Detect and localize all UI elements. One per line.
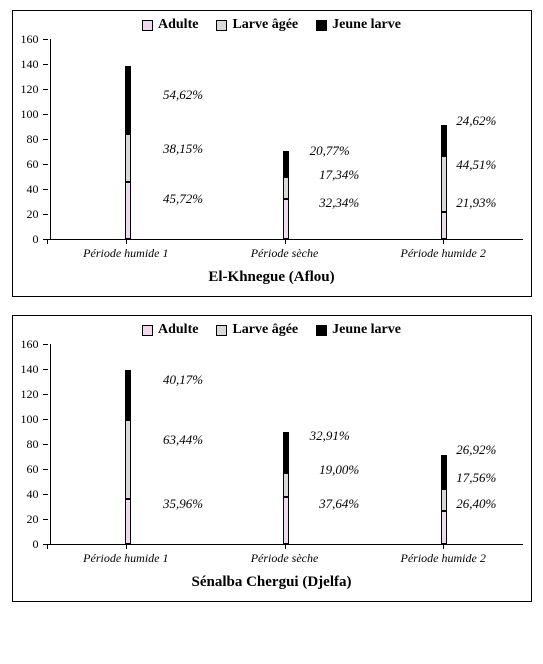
bar-seg-jeune <box>283 432 289 473</box>
plot-area: 54,62%38,15%45,72%20,77%17,34%32,34%24,6… <box>50 39 523 239</box>
bar-seg-jeune <box>441 455 447 489</box>
stacks <box>50 39 523 239</box>
y-tick-mark <box>43 419 48 420</box>
x-axis: Période humide 1Période sèchePériode hum… <box>47 544 523 566</box>
plot-wrap: 16014012010080604020054,62%38,15%45,72%2… <box>13 37 531 239</box>
y-tick-mark <box>43 164 48 165</box>
y-tick-mark <box>43 344 48 345</box>
legend-label: Jeune larve <box>332 322 401 338</box>
legend-item: Jeune larve <box>316 17 401 33</box>
legend-swatch <box>216 20 227 31</box>
bar-seg-larve <box>441 156 447 212</box>
stacked-bar <box>283 151 289 239</box>
x-tick-label: Période sèche <box>205 240 364 261</box>
stacked-bar <box>125 66 131 239</box>
bar-seg-adulte <box>441 511 447 544</box>
plot-wrap: 16014012010080604020040,17%63,44%35,96%3… <box>13 342 531 544</box>
stack-column <box>365 125 523 239</box>
bar-seg-jeune <box>125 66 131 134</box>
bar-seg-larve <box>441 489 447 511</box>
y-axis: 160140120100806040200 <box>21 344 50 544</box>
stacked-bar <box>125 370 131 544</box>
legend-swatch <box>142 20 153 31</box>
stacks <box>50 344 523 544</box>
y-tick-mark <box>43 139 48 140</box>
legend-label: Adulte <box>158 322 198 338</box>
y-tick-mark <box>43 214 48 215</box>
chart-title: Sénalba Chergui (Djelfa) <box>13 566 531 601</box>
stack-column <box>207 151 365 239</box>
legend: Adulte Larve âgée Jeune larve <box>13 11 531 37</box>
bar-seg-adulte <box>125 182 131 239</box>
y-tick-mark <box>43 39 48 40</box>
legend-label: Adulte <box>158 17 198 33</box>
bar-seg-adulte <box>125 499 131 544</box>
stack-column <box>50 66 208 239</box>
stacked-bar <box>283 432 289 544</box>
x-tick-label: Période humide 2 <box>364 240 523 261</box>
legend-label: Larve âgée <box>232 17 298 33</box>
bar-seg-larve <box>283 177 289 199</box>
x-tick-label: Période humide 2 <box>364 545 523 566</box>
y-tick-mark <box>43 369 48 370</box>
y-tick-mark <box>43 519 48 520</box>
x-tick-label: Période humide 1 <box>47 240 206 261</box>
chart-title: El-Khnegue (Aflou) <box>13 261 531 296</box>
legend: Adulte Larve âgée Jeune larve <box>13 316 531 342</box>
legend-swatch <box>216 325 227 336</box>
stack-column <box>50 370 208 544</box>
legend-item: Adulte <box>142 17 198 33</box>
bar-seg-jeune <box>125 370 131 420</box>
plot-area: 40,17%63,44%35,96%32,91%19,00%37,64%26,9… <box>50 344 523 544</box>
bar-seg-larve <box>125 420 131 499</box>
y-tick-mark <box>43 114 48 115</box>
y-tick-mark <box>43 469 48 470</box>
bar-seg-jeune <box>283 151 289 177</box>
y-tick-mark <box>43 89 48 90</box>
stack-column <box>207 432 365 544</box>
stacked-bar <box>441 455 447 544</box>
bar-seg-adulte <box>283 497 289 544</box>
legend-item: Jeune larve <box>316 322 401 338</box>
legend-label: Larve âgée <box>232 322 298 338</box>
bar-seg-adulte <box>441 212 447 239</box>
y-tick-mark <box>43 394 48 395</box>
legend-swatch <box>142 325 153 336</box>
stack-column <box>365 455 523 544</box>
bar-seg-larve <box>283 473 289 497</box>
stacked-bar <box>441 125 447 239</box>
y-axis: 160140120100806040200 <box>21 39 50 239</box>
y-tick-mark <box>43 64 48 65</box>
y-tick-mark <box>43 444 48 445</box>
legend-item: Larve âgée <box>216 17 298 33</box>
x-tick-label: Période humide 1 <box>47 545 206 566</box>
bar-seg-adulte <box>283 199 289 239</box>
x-tick-label: Période sèche <box>205 545 364 566</box>
bar-seg-larve <box>125 134 131 182</box>
legend-swatch <box>316 325 327 336</box>
y-tick-mark <box>43 189 48 190</box>
x-axis: Période humide 1Période sèchePériode hum… <box>47 239 523 261</box>
chart-box: Adulte Larve âgée Jeune larve 1601401201008… <box>12 10 532 297</box>
legend-swatch <box>316 20 327 31</box>
legend-label: Jeune larve <box>332 17 401 33</box>
legend-item: Adulte <box>142 322 198 338</box>
legend-item: Larve âgée <box>216 322 298 338</box>
chart-box: Adulte Larve âgée Jeune larve 1601401201008… <box>12 315 532 602</box>
bar-seg-jeune <box>441 125 447 156</box>
y-tick-mark <box>43 494 48 495</box>
